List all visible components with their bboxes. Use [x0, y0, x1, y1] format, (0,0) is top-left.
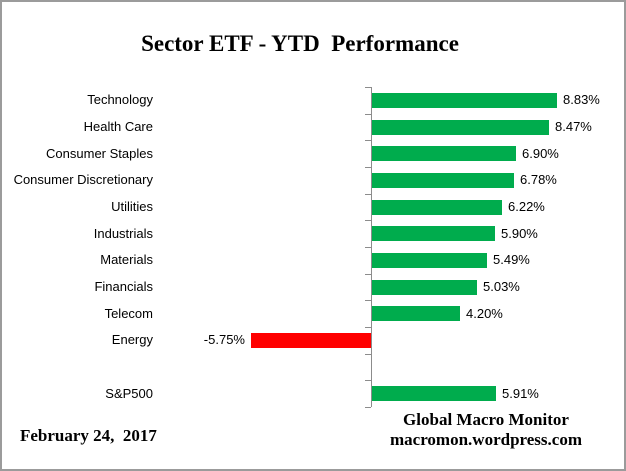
tick-mark: [365, 327, 371, 328]
chart-title: Sector ETF - YTD Performance: [141, 31, 459, 56]
bar-s-p500: [372, 386, 496, 401]
bar-consumer-staples: [372, 146, 516, 161]
value-label: 8.83%: [563, 92, 600, 107]
category-label: Energy: [111, 332, 153, 347]
brand-url: macromon.wordpress.com: [389, 430, 582, 449]
value-label: 5.91%: [502, 386, 539, 401]
bar-energy: [251, 333, 371, 348]
tick-mark: [365, 354, 371, 355]
category-label: Materials: [100, 252, 153, 267]
value-label: 6.22%: [508, 199, 545, 214]
bar-technology: [372, 93, 557, 108]
category-label: Telecom: [104, 306, 153, 321]
value-label: 5.49%: [493, 252, 530, 267]
category-label: S&P500: [105, 386, 153, 401]
value-label: 5.90%: [501, 226, 538, 241]
value-label: 4.20%: [466, 306, 503, 321]
category-label: Consumer Staples: [46, 146, 153, 161]
value-label: 5.03%: [483, 279, 520, 294]
tick-mark: [365, 247, 371, 248]
value-label: 6.78%: [520, 172, 557, 187]
tick-mark: [365, 274, 371, 275]
bar-materials: [372, 253, 487, 268]
category-label: Technology: [87, 92, 153, 107]
tick-mark: [365, 167, 371, 168]
tick-mark: [365, 220, 371, 221]
brand-block: Global Macro Monitor macromon.wordpress.…: [345, 410, 624, 450]
brand-name: Global Macro Monitor: [403, 410, 569, 429]
value-label: 6.90%: [522, 146, 559, 161]
category-label: Consumer Discretionary: [13, 172, 153, 187]
category-label: Health Care: [83, 119, 153, 134]
tick-mark: [365, 114, 371, 115]
value-label: 8.47%: [555, 119, 592, 134]
category-label: Utilities: [111, 199, 153, 214]
tick-mark: [365, 407, 371, 408]
bar-industrials: [372, 226, 495, 241]
bar-utilities: [372, 200, 502, 215]
bar-telecom: [372, 306, 460, 321]
tick-mark: [365, 380, 371, 381]
bar-consumer-discretionary: [372, 173, 514, 188]
bar-financials: [372, 280, 477, 295]
tick-mark: [365, 87, 371, 88]
date-label: February 24, 2017: [20, 426, 157, 445]
tick-mark: [365, 194, 371, 195]
category-label: Financials: [94, 279, 153, 294]
value-label: -5.75%: [203, 332, 245, 347]
category-axis: [371, 87, 372, 407]
tick-mark: [365, 300, 371, 301]
tick-mark: [365, 140, 371, 141]
category-label: Industrials: [93, 226, 153, 241]
bar-health-care: [372, 120, 549, 135]
